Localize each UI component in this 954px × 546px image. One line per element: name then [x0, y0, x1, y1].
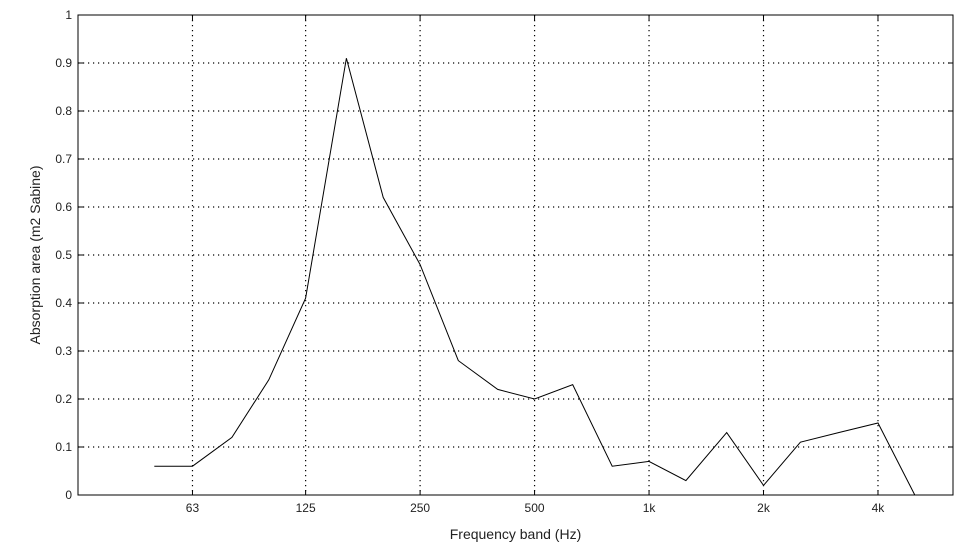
axis-ticks: 0 0.1 0.2 0.3 0.4 0.5 0.6 0.7 0.8 0.9 1 63 125 250 500…	[55, 8, 953, 515]
y-tick-label: 0.3	[55, 344, 72, 358]
y-tick-label: 0.1	[55, 440, 72, 454]
x-tick-label: 250	[410, 501, 430, 515]
x-tick-label: 1k	[643, 501, 657, 515]
x-axis-label: Frequency band (Hz)	[450, 526, 582, 542]
y-tick-label: 0.9	[55, 56, 72, 70]
y-tick-label: 1	[65, 8, 72, 22]
y-tick-label: 0.8	[55, 104, 72, 118]
x-tick-label: 4k	[872, 501, 886, 515]
x-tick-label: 2k	[757, 501, 771, 515]
x-tick-label: 63	[186, 501, 200, 515]
grid	[78, 15, 953, 495]
y-tick-label: 0.2	[55, 392, 72, 406]
series-lines	[154, 58, 916, 496]
x-tick-label: 500	[525, 501, 545, 515]
y-axis-label: Absorption area (m2 Sabine)	[27, 166, 43, 345]
x-tick-label: 125	[296, 501, 316, 515]
y-tick-label: 0.5	[55, 248, 72, 262]
y-tick-label: 0.7	[55, 152, 72, 166]
y-tick-label: 0.6	[55, 200, 72, 214]
series-line	[154, 58, 916, 496]
plot-area-frame	[77, 14, 954, 496]
y-tick-label: 0	[65, 488, 72, 502]
y-tick-label: 0.4	[55, 296, 72, 310]
